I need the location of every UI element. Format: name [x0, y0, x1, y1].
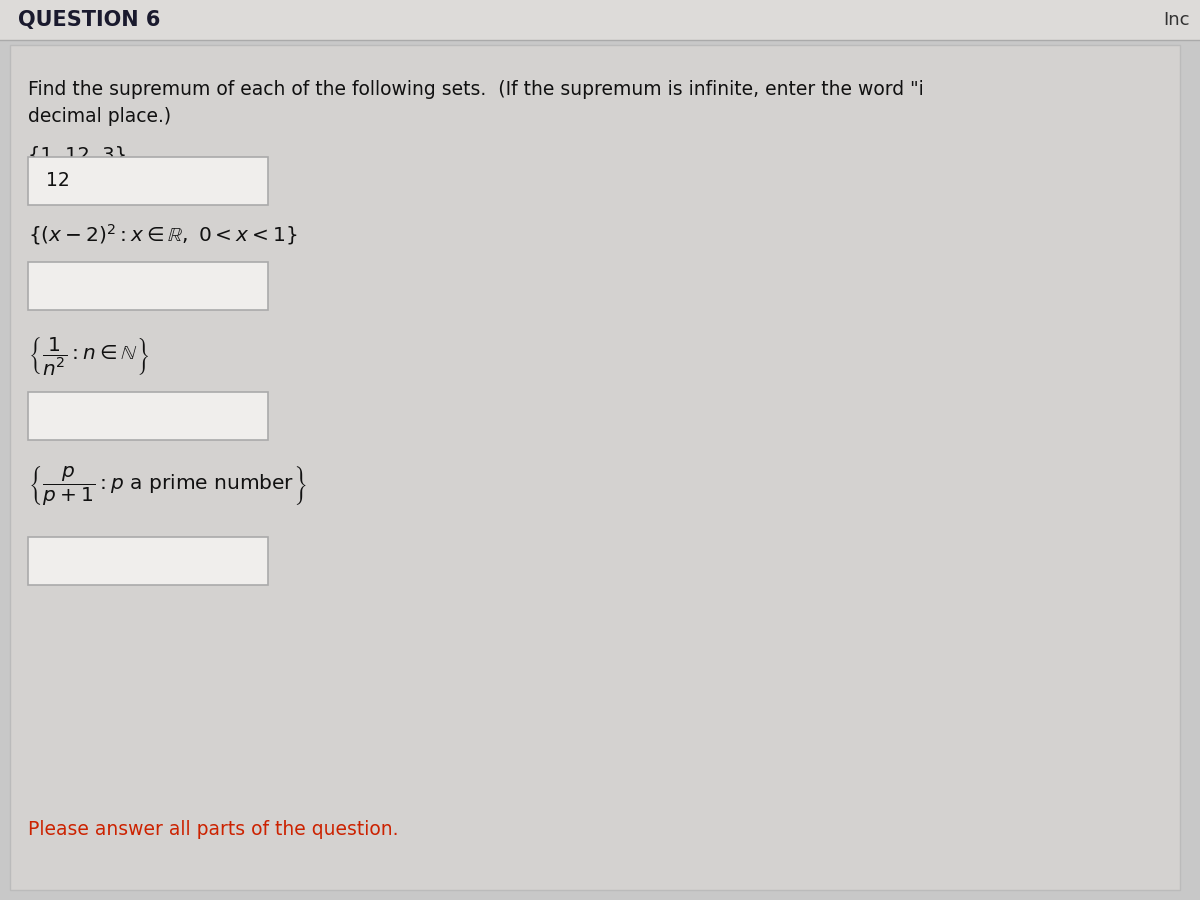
FancyBboxPatch shape: [28, 392, 268, 440]
FancyBboxPatch shape: [28, 537, 268, 585]
Text: $\left\{\dfrac{p}{p+1} : p\ \mathrm{a\ prime\ number}\right\}$: $\left\{\dfrac{p}{p+1} : p\ \mathrm{a\ p…: [28, 465, 307, 508]
FancyBboxPatch shape: [10, 45, 1180, 890]
Text: $\left\{\dfrac{1}{n^2} : n \in \mathbb{N}\right\}$: $\left\{\dfrac{1}{n^2} : n \in \mathbb{N…: [28, 335, 149, 377]
Text: {1, 12, 3}: {1, 12, 3}: [28, 145, 127, 164]
Text: 12: 12: [46, 172, 70, 191]
Text: decimal place.): decimal place.): [28, 107, 172, 126]
FancyBboxPatch shape: [28, 157, 268, 205]
FancyBboxPatch shape: [0, 0, 1200, 40]
Text: Please answer all parts of the question.: Please answer all parts of the question.: [28, 820, 398, 839]
FancyBboxPatch shape: [28, 262, 268, 310]
Text: QUESTION 6: QUESTION 6: [18, 10, 161, 30]
Text: $\{(x - 2)^2 : x \in \mathbb{R},\ 0 < x < 1\}$: $\{(x - 2)^2 : x \in \mathbb{R},\ 0 < x …: [28, 222, 298, 247]
Text: Inc: Inc: [1164, 11, 1190, 29]
Text: Find the supremum of each of the following sets.  (If the supremum is infinite, : Find the supremum of each of the followi…: [28, 80, 924, 99]
